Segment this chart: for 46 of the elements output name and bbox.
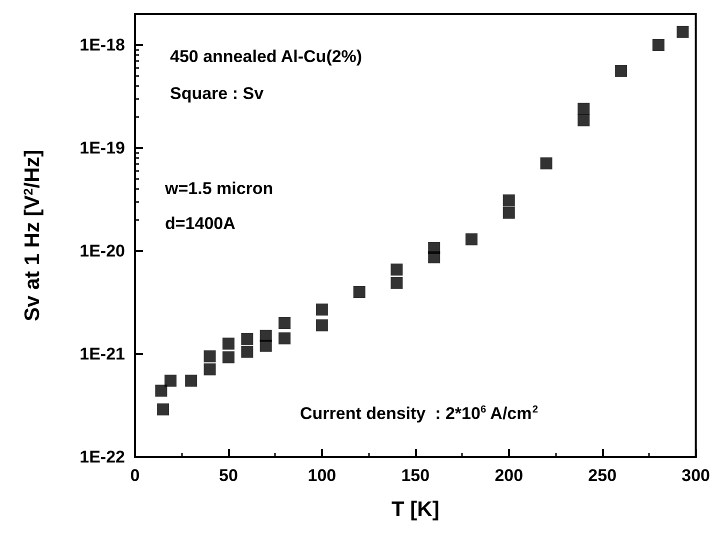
point — [260, 340, 272, 352]
point — [241, 346, 254, 358]
point — [578, 114, 590, 126]
point — [578, 102, 590, 115]
point — [155, 384, 168, 397]
point — [278, 316, 291, 329]
x-tick-label: 250 — [588, 466, 617, 485]
point — [502, 194, 515, 206]
point — [353, 286, 366, 298]
x-tick-label: 150 — [401, 466, 430, 485]
point — [185, 374, 198, 387]
annotation: d=1400A — [165, 214, 236, 233]
point — [157, 403, 170, 416]
point — [615, 64, 628, 77]
x-tick-label: 100 — [308, 466, 336, 485]
point — [278, 332, 291, 344]
point — [465, 233, 478, 246]
y-axis-title: Sv at 1 Hz [V2/Hz] — [21, 150, 44, 322]
annotation: Square : Sv — [170, 84, 264, 103]
x-tick-label: 50 — [219, 466, 238, 485]
point — [222, 338, 234, 350]
point — [204, 350, 216, 362]
point — [222, 351, 234, 364]
point — [540, 157, 552, 170]
point — [652, 39, 664, 52]
point — [204, 363, 216, 376]
x-tick-label: 300 — [682, 466, 710, 485]
x-tick-label: 0 — [130, 466, 140, 485]
point — [316, 304, 328, 316]
x-axis-title: T [K] — [391, 498, 440, 521]
point — [164, 374, 177, 387]
annotation: w=1.5 micron — [164, 179, 274, 198]
y-tick-label: 1E-21 — [80, 344, 125, 364]
point — [390, 264, 403, 276]
x-tick-label: 200 — [494, 466, 524, 485]
y-tick-label: 1E-19 — [80, 138, 125, 158]
y-tick-label: 1E-20 — [80, 242, 125, 261]
point — [676, 26, 689, 38]
annotation: 450 annealed Al-Cu(2%) — [170, 47, 362, 66]
point — [428, 251, 440, 264]
point — [390, 276, 403, 289]
point — [241, 332, 254, 345]
point — [502, 206, 515, 219]
point — [316, 319, 328, 332]
y-tick-label: 1E-18 — [80, 36, 125, 55]
y-tick-label: 1E-22 — [80, 448, 125, 466]
